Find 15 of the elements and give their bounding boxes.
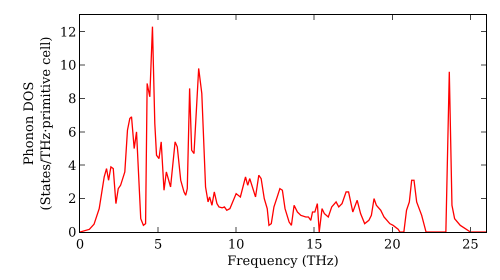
- y-tick-label: 6: [68, 125, 76, 140]
- y-tick-label: 0: [68, 226, 76, 241]
- y-tick-label: 10: [60, 58, 76, 74]
- y-tick-label: 2: [68, 192, 76, 208]
- y-tick-label: 12: [60, 25, 76, 40]
- x-tick-label: 15: [306, 238, 323, 253]
- x-tick-label: 5: [154, 238, 162, 253]
- x-tick-label: 10: [228, 238, 244, 253]
- line-series: [80, 26, 486, 232]
- x-tick-label: 20: [384, 238, 401, 253]
- y-tick-label: 4: [68, 158, 76, 174]
- y-axis-title: Phonon DOS (States/THz·primitive cell): [22, 36, 54, 211]
- y-tick-label: 8: [68, 92, 76, 108]
- x-tick-label: 25: [462, 238, 479, 253]
- x-axis-title: Frequency (THz): [227, 254, 339, 270]
